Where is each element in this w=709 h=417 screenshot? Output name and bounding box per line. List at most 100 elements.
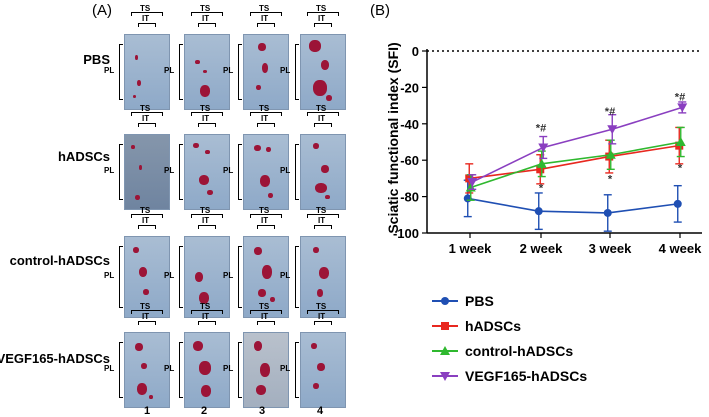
series-line-control-hadscs xyxy=(470,141,681,189)
it-bracket xyxy=(138,225,156,229)
footprint-mark xyxy=(141,363,147,369)
y-tick-label: -60 xyxy=(400,153,419,168)
footprint-mark xyxy=(139,165,142,170)
footprint-mark xyxy=(262,63,268,73)
series-line-pbs xyxy=(467,197,678,214)
legend-label-control-hadscs: control-hADSCs xyxy=(465,343,573,359)
it-label: IT xyxy=(318,14,326,23)
y-tick-label: -100 xyxy=(393,226,419,241)
footprint-mark xyxy=(193,341,203,351)
footprint-mark xyxy=(199,175,209,185)
data-point-vegf165-hadscs xyxy=(677,103,688,113)
footprint-mark xyxy=(313,80,327,96)
significance-annotation: *# xyxy=(675,92,685,104)
column-number-2: 2 xyxy=(200,405,208,417)
pl-bracket xyxy=(119,246,123,308)
it-bracket xyxy=(257,321,275,325)
pl-bracket xyxy=(295,342,299,398)
data-point-pbs xyxy=(463,194,472,203)
ts-label: TS xyxy=(259,4,270,13)
legend-marker xyxy=(440,372,450,381)
footprint-mark xyxy=(258,289,266,297)
y-tick-label: -20 xyxy=(400,80,419,95)
panel-a-label: (A) xyxy=(92,2,112,19)
it-bracket xyxy=(314,23,332,27)
pl-bracket xyxy=(119,144,123,200)
it-label: IT xyxy=(142,312,150,321)
ts-label: TS xyxy=(316,104,327,113)
ts-bracket xyxy=(307,112,339,116)
y-tick-label: 0 xyxy=(412,44,419,59)
it-bracket xyxy=(198,123,216,127)
ts-bracket xyxy=(250,12,282,16)
data-point-pbs xyxy=(603,208,612,217)
ts-bracket xyxy=(131,112,163,116)
ts-label: TS xyxy=(200,104,211,113)
footprint-photo-vegf165-hadscs-3 xyxy=(243,332,289,408)
pl-label: PL xyxy=(223,364,234,373)
it-label: IT xyxy=(202,114,210,123)
footprint-mark xyxy=(199,361,211,375)
ts-label: TS xyxy=(140,206,151,215)
data-point-vegf165-hadscs xyxy=(538,143,549,153)
footprint-mark xyxy=(199,292,209,304)
it-label: IT xyxy=(261,14,269,23)
footprint-photo-vegf165-hadscs-1 xyxy=(124,332,170,408)
row-label-vegf165-hadscs: VEGF165-hADSCs xyxy=(0,351,110,366)
it-label: IT xyxy=(318,216,326,225)
pl-bracket xyxy=(238,144,242,200)
footprint-mark xyxy=(135,195,140,200)
footprint-photo-control-hadscs-2 xyxy=(184,236,230,318)
footprint-mark xyxy=(135,343,143,351)
ts-label: TS xyxy=(200,206,211,215)
y-axis-label: Sciatic functional index (SFI) xyxy=(385,42,401,233)
pl-label: PL xyxy=(280,364,291,373)
footprint-mark xyxy=(137,80,141,86)
footprint-mark xyxy=(258,43,266,51)
pl-bracket xyxy=(179,342,183,398)
footprint-photo-vegf165-hadscs-4 xyxy=(300,332,346,408)
column-number-1: 1 xyxy=(143,405,151,417)
pl-bracket xyxy=(295,144,299,200)
ts-bracket xyxy=(131,214,163,218)
it-bracket xyxy=(257,225,275,229)
footprint-mark xyxy=(321,165,329,173)
it-bracket xyxy=(314,225,332,229)
footprint-mark xyxy=(200,85,210,97)
pl-label: PL xyxy=(104,66,115,75)
legend-label-hadscs: hADSCs xyxy=(465,318,521,334)
it-label: IT xyxy=(318,312,326,321)
data-point-pbs xyxy=(673,199,682,208)
it-bracket xyxy=(257,23,275,27)
significance-annotation: *# xyxy=(605,106,615,118)
footprint-mark xyxy=(133,247,139,253)
pl-label: PL xyxy=(280,66,291,75)
pl-label: PL xyxy=(164,66,175,75)
footprint-photo-hadscs-2 xyxy=(184,134,230,210)
footprint-mark xyxy=(143,289,149,295)
ts-bracket xyxy=(307,12,339,16)
pl-bracket xyxy=(119,44,123,100)
data-point-pbs xyxy=(534,207,543,216)
footprint-mark xyxy=(256,385,266,395)
pl-label: PL xyxy=(164,166,175,175)
ts-bracket xyxy=(250,112,282,116)
ts-label: TS xyxy=(259,302,270,311)
pl-label: PL xyxy=(280,166,291,175)
pl-label: PL xyxy=(223,271,234,280)
pl-label: PL xyxy=(223,166,234,175)
pl-label: PL xyxy=(104,364,115,373)
pl-bracket xyxy=(179,246,183,308)
footprint-mark xyxy=(131,145,135,149)
footprint-photo-vegf165-hadscs-2 xyxy=(184,332,230,408)
x-tick-label: 2 week xyxy=(520,241,563,256)
ts-label: TS xyxy=(259,104,270,113)
it-bracket xyxy=(138,23,156,27)
footprint-photo-hadscs-4 xyxy=(300,134,346,210)
footprint-mark xyxy=(319,267,329,279)
ts-bracket xyxy=(250,214,282,218)
row-label-control-hadscs: control-hADSCs xyxy=(9,253,110,268)
it-bracket xyxy=(198,321,216,325)
ts-label: TS xyxy=(259,206,270,215)
ts-label: TS xyxy=(140,104,151,113)
